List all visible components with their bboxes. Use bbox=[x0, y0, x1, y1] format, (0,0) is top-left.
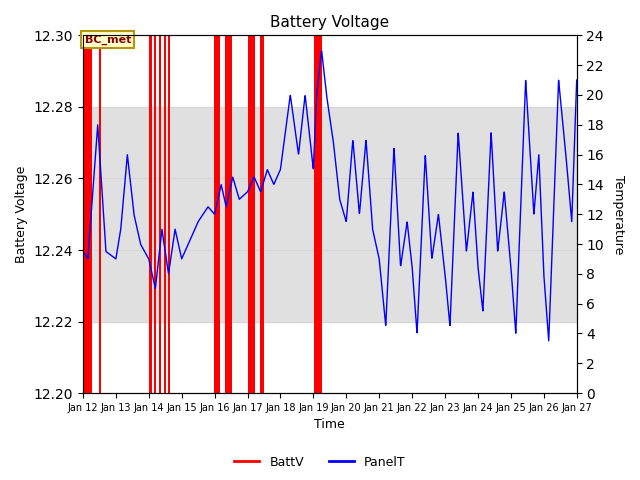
Bar bbox=[84, 36, 92, 393]
Bar bbox=[314, 36, 321, 393]
Text: BC_met: BC_met bbox=[84, 35, 131, 45]
X-axis label: Time: Time bbox=[314, 419, 345, 432]
Y-axis label: Temperature: Temperature bbox=[612, 175, 625, 254]
Legend: BattV, PanelT: BattV, PanelT bbox=[229, 451, 411, 474]
Bar bbox=[168, 36, 170, 393]
Y-axis label: Battery Voltage: Battery Voltage bbox=[15, 166, 28, 263]
Bar bbox=[99, 36, 101, 393]
Bar bbox=[83, 107, 577, 322]
Bar bbox=[214, 36, 220, 393]
Bar bbox=[225, 36, 232, 393]
Bar bbox=[248, 36, 255, 393]
Bar bbox=[154, 36, 156, 393]
Title: Battery Voltage: Battery Voltage bbox=[270, 15, 389, 30]
Bar bbox=[260, 36, 264, 393]
Bar bbox=[159, 36, 161, 393]
Bar bbox=[149, 36, 152, 393]
Bar bbox=[164, 36, 166, 393]
